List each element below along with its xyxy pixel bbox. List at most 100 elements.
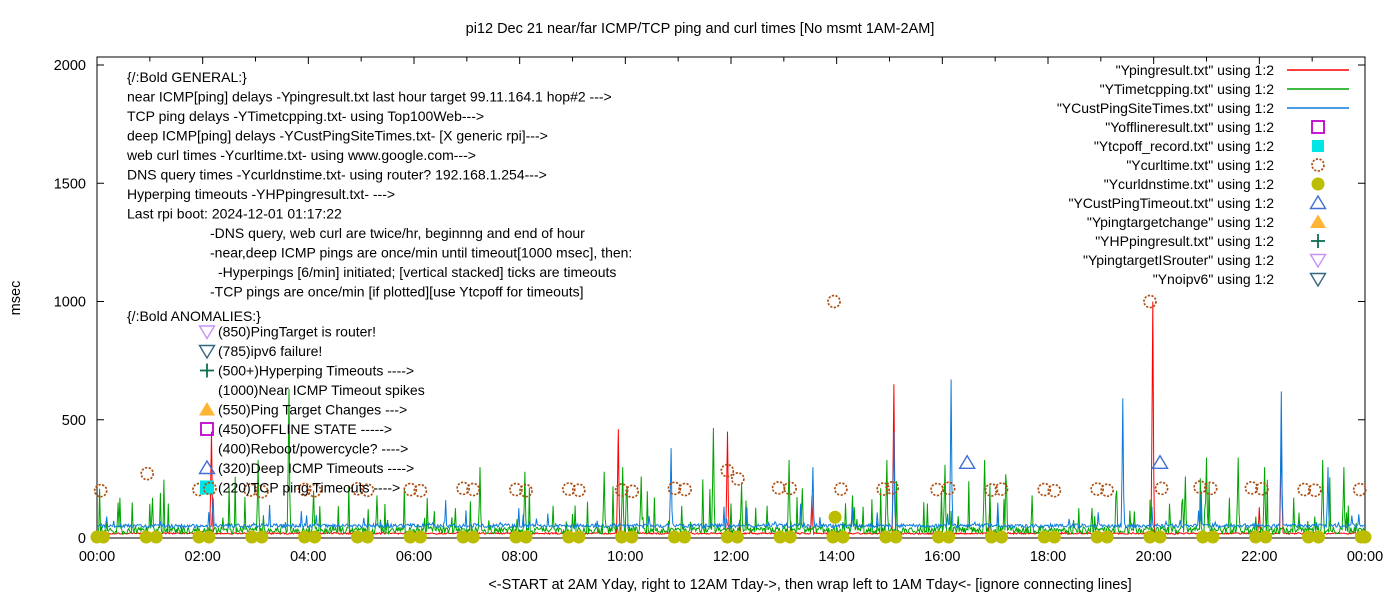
open-circle-icon xyxy=(403,482,418,497)
legend-label: "Ynoipv6" using 1:2 xyxy=(1153,271,1274,287)
general-annotation: {/:Bold GENERAL:} near ICMP[ping] delays … xyxy=(126,69,632,300)
open-circle-icon xyxy=(614,483,629,497)
filled-circle-icon xyxy=(403,530,417,544)
filled-circle-icon xyxy=(1047,530,1061,544)
anomaly-line: (1000)Near ICMP Timeout spikes xyxy=(218,382,425,398)
legend-label: "YpingtargetISrouter" using 1:2 xyxy=(1083,252,1274,268)
open-triangle-down-icon xyxy=(198,325,216,340)
open-triangle-icon xyxy=(198,459,216,475)
anomalies-annotation: {/:Bold ANOMALIES:}(850)PingTarget is ro… xyxy=(127,308,425,496)
legend-entry: "Ycurldnstime.txt" using 1:2 xyxy=(1104,176,1325,192)
x-tick-label: 20:00 xyxy=(1136,549,1172,565)
open-circle-icon xyxy=(984,483,999,497)
general-line: web curl times -Ycurltime.txt- using www… xyxy=(126,147,476,163)
open-circle-icon xyxy=(1307,483,1322,498)
filled-circle-icon xyxy=(562,530,576,544)
open-circle-icon xyxy=(731,472,745,486)
y-axis-label: msec xyxy=(8,281,24,316)
open-circle-icon xyxy=(297,482,312,497)
open-circle-icon xyxy=(360,483,375,498)
open-circle-icon xyxy=(350,481,365,496)
open-circle-icon xyxy=(1203,481,1218,496)
legend-label: "YCustPingTimeout.txt" using 1:2 xyxy=(1068,195,1274,211)
x-tick-label: 14:00 xyxy=(819,549,855,565)
general-line: near ICMP[ping] delays -Ypingresult.txt … xyxy=(127,89,612,105)
filled-circle-icon xyxy=(350,530,364,544)
general-line: -near,deep ICMP pings are once/min until… xyxy=(210,245,632,261)
open-triangle-down-icon xyxy=(1309,253,1327,269)
scatter--ycurldnstime-txt-using-1-2 xyxy=(90,510,1372,544)
open-circle-icon xyxy=(930,482,944,497)
y-tick-label: 1000 xyxy=(54,295,86,311)
open-circle-icon xyxy=(1311,158,1325,172)
filled-circle-icon xyxy=(783,530,797,544)
open-circle-icon xyxy=(1297,482,1312,497)
scatter--ycurltime-txt-using-1-2 xyxy=(93,294,1367,499)
x-tick-label: 18:00 xyxy=(1030,549,1066,565)
open-circle-icon xyxy=(667,481,682,496)
open-triangle-icon xyxy=(1151,454,1169,469)
open-circle-icon xyxy=(1255,481,1269,496)
filled-circle-icon xyxy=(255,530,269,544)
x-tick-label: 16:00 xyxy=(924,549,960,565)
legend-entry: "YHPpingresult.txt" using 1:2 xyxy=(1095,233,1325,249)
legend-entry: "Ynoipv6" using 1:2 xyxy=(1153,271,1327,288)
filled-circle-icon xyxy=(298,530,312,544)
y-tick-label: 1500 xyxy=(54,176,86,192)
filled-circle-icon xyxy=(509,530,523,544)
anomaly-line: (500+)Hyperping Timeouts ----> xyxy=(218,363,414,379)
filled-circle-icon xyxy=(1090,530,1104,544)
general-line: DNS query times -Ycurldnstime.txt- using… xyxy=(127,167,547,183)
filled-circle-icon xyxy=(678,530,692,544)
open-circle-icon xyxy=(466,482,481,497)
legend-entry: "YpingtargetISrouter" using 1:2 xyxy=(1083,252,1327,269)
open-triangle-icon xyxy=(958,454,976,469)
y-tick-label: 500 xyxy=(62,413,86,429)
anomaly-line: (220)TCP ping Timeouts ----> xyxy=(218,480,400,496)
general-line: TCP ping delays -YTimetcpping.txt- using… xyxy=(127,108,484,124)
filled-circle-icon xyxy=(1301,530,1315,544)
filled-circle-icon xyxy=(139,530,153,544)
open-circle-icon xyxy=(519,483,533,498)
legend-label: "YCustPingSiteTimes.txt" using 1:2 xyxy=(1057,100,1274,116)
filled-circle-icon xyxy=(828,510,842,524)
legend-label: "Ycurltime.txt" using 1:2 xyxy=(1126,157,1274,173)
filled-circle-icon xyxy=(1196,530,1210,544)
filled-circle-icon xyxy=(1143,530,1157,544)
filled-circle-icon xyxy=(245,530,259,544)
open-circle-icon xyxy=(1143,294,1157,309)
open-circle-icon xyxy=(994,482,1009,496)
open-circle-icon xyxy=(93,483,108,498)
legend-entry: "YTimetcpping.txt" using 1:2 xyxy=(1100,81,1349,97)
series--ycustpingsitetimes-txt-using-1-2 xyxy=(97,379,1365,530)
filled-circle-icon xyxy=(720,530,734,544)
filled-circle-icon xyxy=(413,530,427,544)
open-circle-icon xyxy=(834,482,848,496)
scatter--ycustpingtimeout-txt-using-1-2 xyxy=(958,454,1169,469)
anomaly-line: (550)Ping Target Changes ---> xyxy=(218,402,407,418)
filled-circle-icon xyxy=(1311,177,1325,191)
x-tick-label: 00:00 xyxy=(79,549,115,565)
x-tick-label: 22:00 xyxy=(1241,549,1277,565)
open-square-icon xyxy=(200,422,214,436)
open-circle-icon xyxy=(254,484,269,499)
general-line: Last rpi boot: 2024-12-01 01:17:22 xyxy=(127,206,342,222)
open-circle-icon xyxy=(625,484,640,499)
open-circle-icon xyxy=(509,482,523,497)
open-circle-icon xyxy=(140,466,155,481)
filled-circle-icon xyxy=(202,530,216,544)
filled-circle-icon xyxy=(361,530,375,544)
filled-circle-icon xyxy=(984,530,998,544)
filled-circle-icon xyxy=(466,530,480,544)
filled-circle-icon xyxy=(1037,530,1051,544)
filled-circle-icon xyxy=(149,530,163,544)
general-line: {/:Bold GENERAL:} xyxy=(127,69,247,85)
filled-circle-icon xyxy=(942,530,956,544)
open-circle-icon xyxy=(771,481,786,495)
filled-circle-icon xyxy=(1153,530,1167,544)
open-square-icon xyxy=(1311,120,1325,134)
legend-label: "Ypingtargetchange" using 1:2 xyxy=(1087,214,1274,230)
x-tick-label: 10:00 xyxy=(607,549,643,565)
anomalies-header: {/:Bold ANOMALIES:} xyxy=(127,308,261,324)
